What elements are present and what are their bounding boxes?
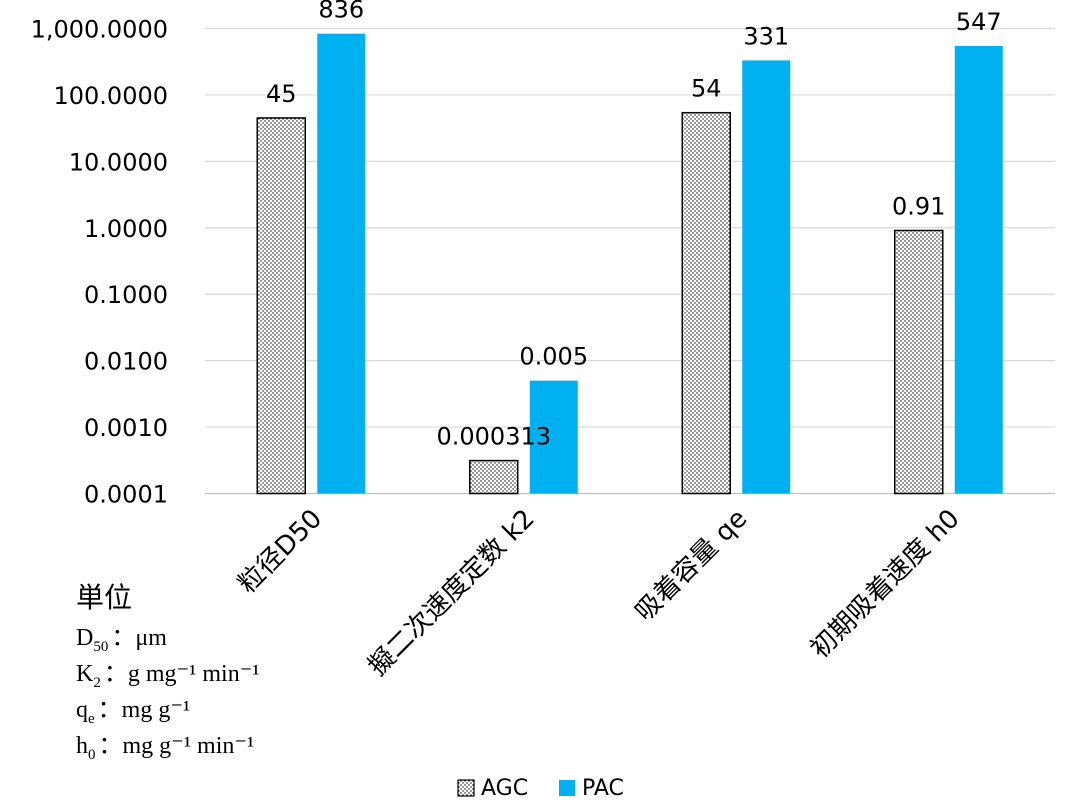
unit-line: h0 ：mg g⁻¹ min⁻¹ [76, 733, 254, 763]
unit-line: qe ：mg g⁻¹ [76, 697, 190, 727]
bar-pac [954, 45, 1003, 494]
bar-pac [529, 380, 578, 494]
units-title: 単位 [76, 581, 132, 614]
unit-line: K2 ：g mg⁻¹ min⁻¹ [76, 661, 260, 691]
category-label: 粒径D50 [233, 504, 329, 600]
data-label-pac: 836 [318, 0, 364, 24]
y-tick-label: 1.0000 [84, 215, 168, 243]
bar-pac [317, 33, 366, 494]
category-labels: 粒径D50 擬二次速度定数 k2 吸着容量 qe 初期吸着速度 h0 [233, 504, 966, 682]
legend-label-pac: PAC [582, 776, 624, 801]
bar-agc [469, 459, 519, 495]
bar-agc [681, 111, 731, 495]
y-tick-label: 0.0001 [84, 481, 168, 509]
data-label-agc: 0.91 [892, 193, 945, 221]
y-tick-label: 0.0100 [84, 348, 168, 376]
data-label-agc: 45 [266, 80, 297, 108]
data-label-agc: 0.000313 [436, 423, 551, 451]
y-tick-label: 1,000.0000 [31, 16, 168, 44]
y-tick-label: 100.0000 [53, 82, 168, 110]
bar-agc [894, 229, 944, 495]
data-label-pac: 331 [743, 22, 789, 50]
legend: AGC PAC [457, 776, 624, 801]
y-tick-label: 0.1000 [84, 281, 168, 309]
y-tick-label: 0.0010 [84, 414, 168, 442]
legend-swatch-agc [457, 779, 475, 797]
units-block: 単位 D50 ：μm K2 ：g mg⁻¹ min⁻¹ qe ：mg g⁻¹ h0 ：mg g… [76, 581, 260, 763]
data-label-pac: 0.005 [519, 343, 588, 371]
legend-label-agc: AGC [481, 776, 528, 801]
category-label: 擬二次速度定数 k2 [363, 504, 541, 682]
legend-swatch-pac [559, 780, 575, 796]
unit-line: D50 ：μm [76, 625, 167, 655]
data-label-agc: 54 [691, 75, 722, 103]
category-label: 吸着容量 qe [630, 504, 754, 628]
y-axis-ticks: 0.0001 0.0010 0.0100 0.1000 1.0000 10.0000 100… [31, 16, 168, 509]
y-tick-label: 10.0000 [69, 148, 168, 176]
bars [256, 33, 1003, 495]
data-label-pac: 547 [956, 8, 1002, 36]
bar-agc [256, 117, 306, 495]
category-label: 初期吸着速度 h0 [805, 504, 966, 665]
bar-pac [742, 60, 791, 494]
data-labels: 45 836 0.000313 0.005 54 331 0.91 547 [266, 0, 1002, 451]
